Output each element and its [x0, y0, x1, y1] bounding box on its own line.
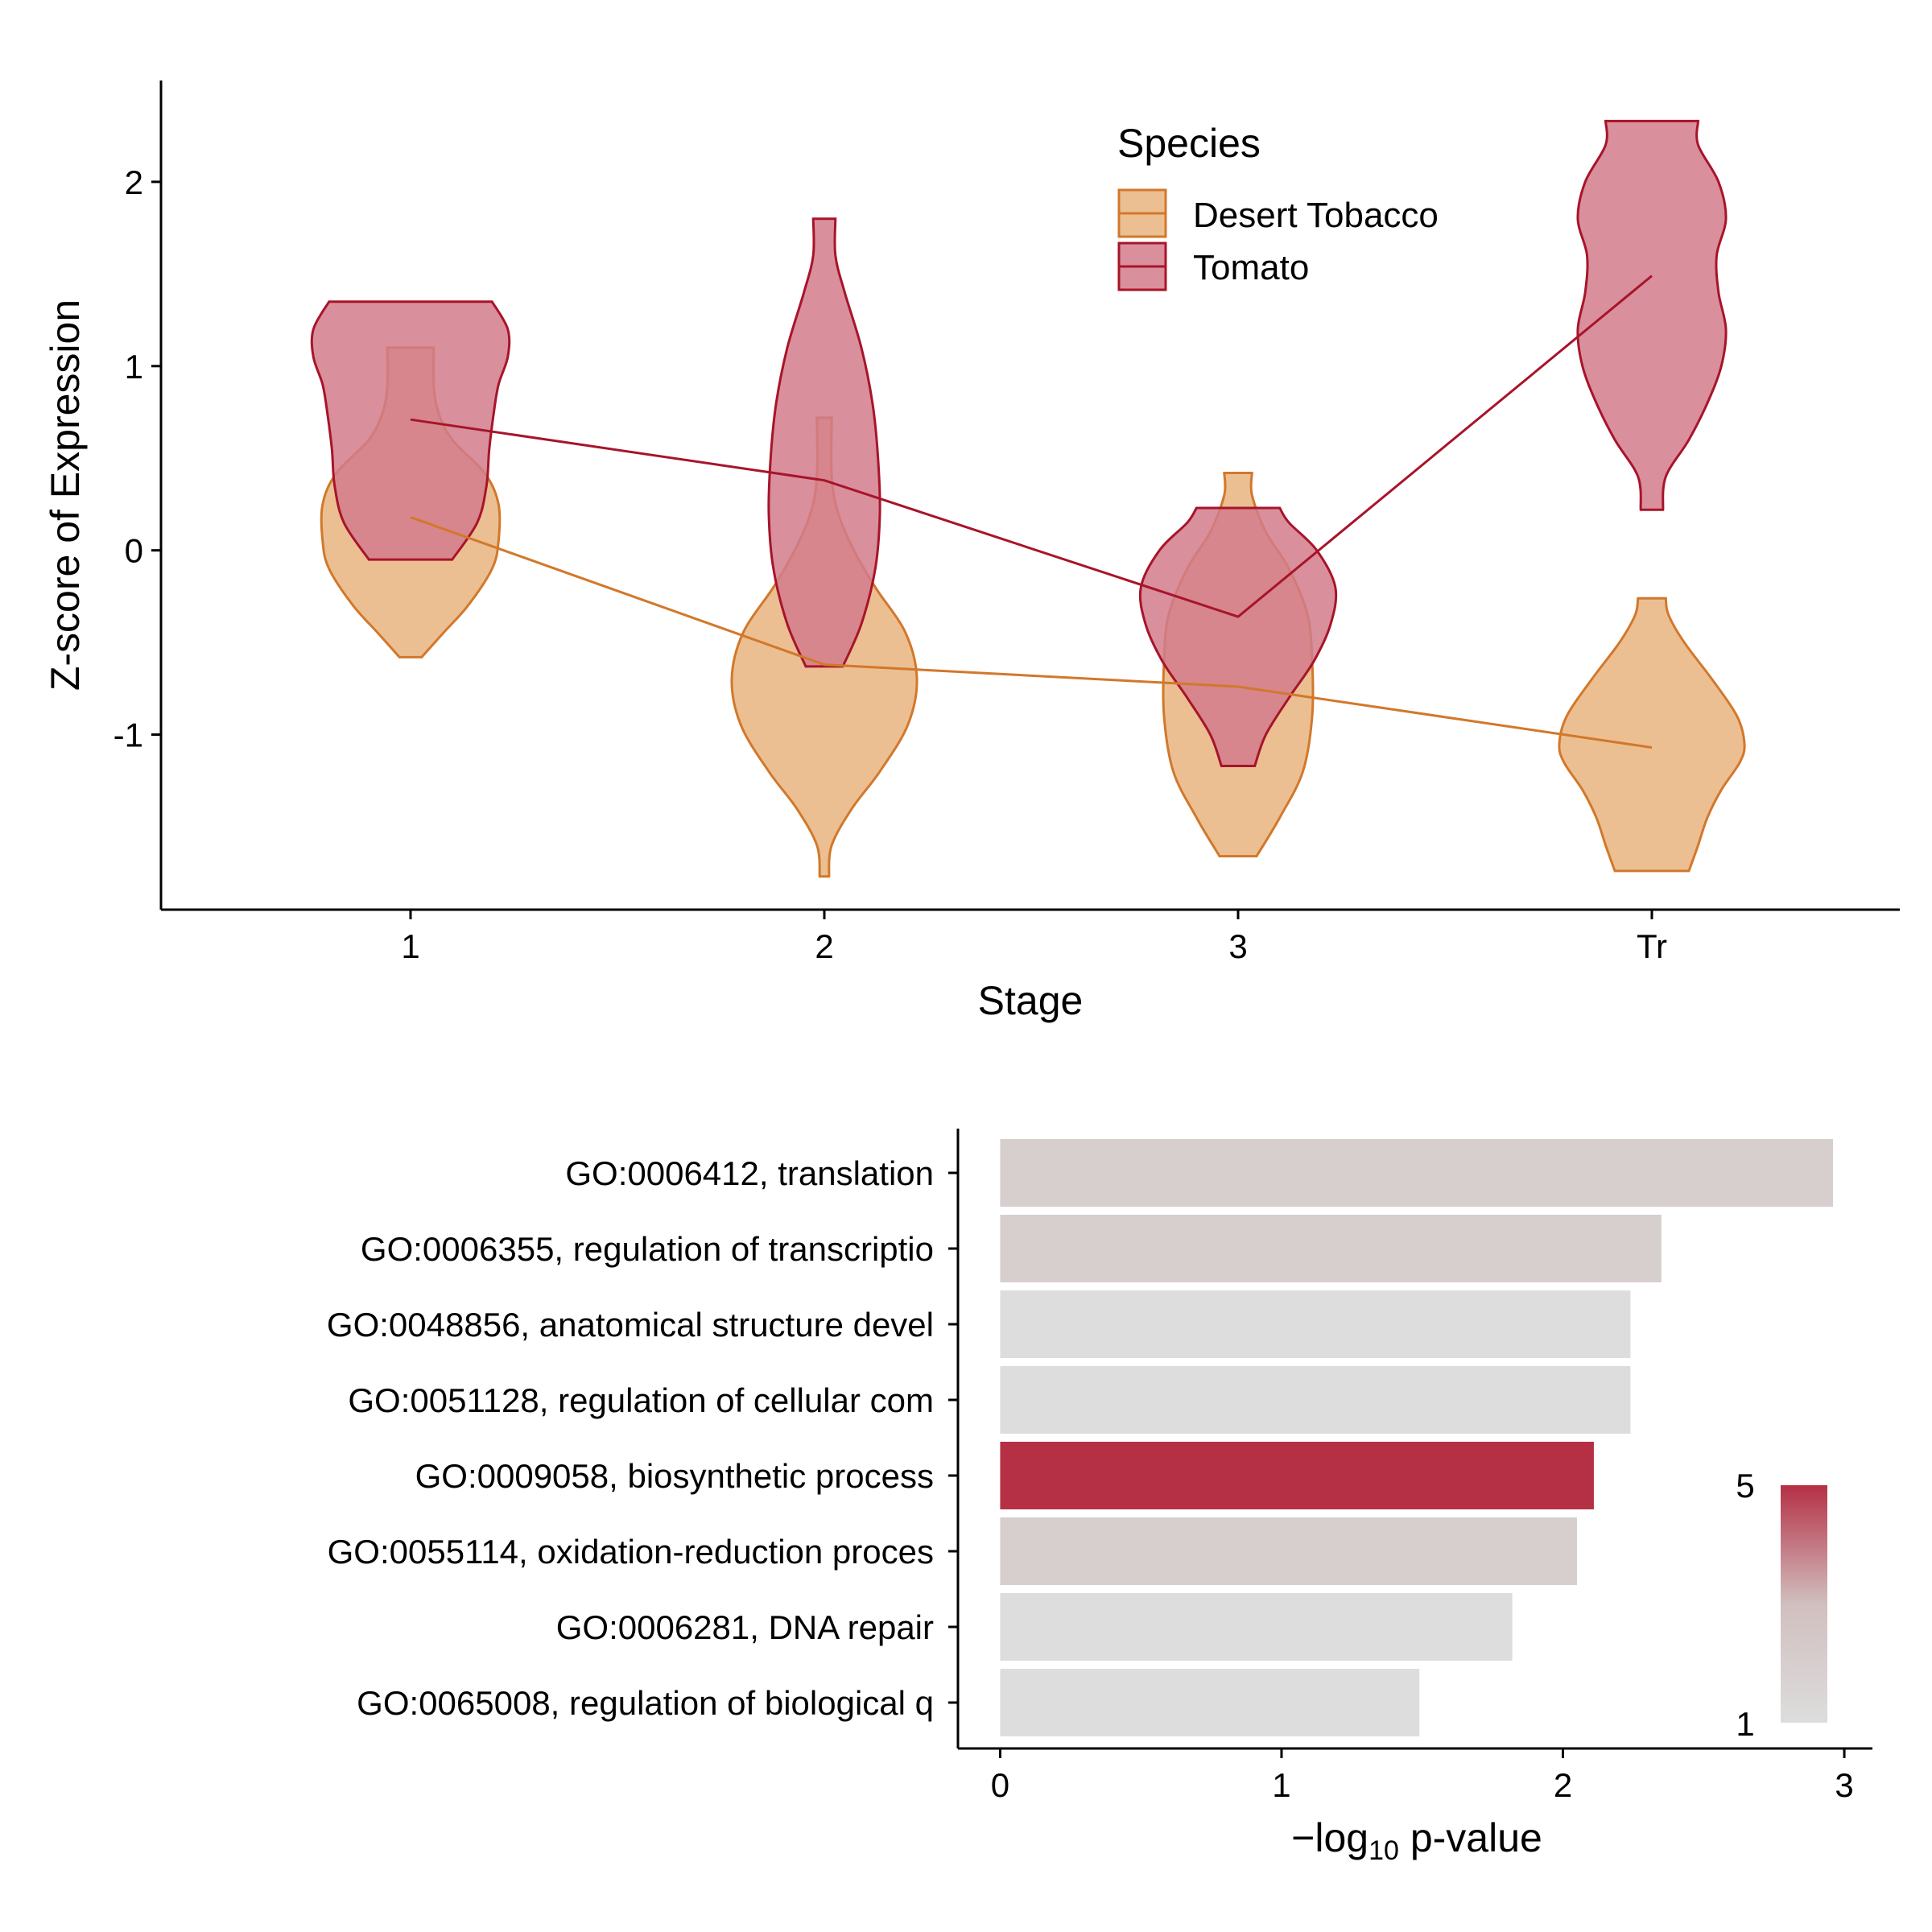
- bar-go-0006281: [1000, 1593, 1513, 1661]
- bar-category-label: GO:0065008, regulation of biological q: [357, 1684, 934, 1722]
- violin-tomato-stage-1: [310, 300, 511, 561]
- bar-x-ticks: 0 1 2 3: [991, 1748, 1854, 1804]
- legend-label-tomato: Tomato: [1193, 248, 1309, 287]
- bar-category-label: GO:0009058, biosynthetic process: [415, 1457, 934, 1495]
- violin-tomato-stage-2: [767, 217, 881, 668]
- y-ticks: 2 1 0 -1: [114, 163, 161, 754]
- bar-go-0048856: [1000, 1290, 1631, 1358]
- y-tick-label: 0: [125, 532, 143, 570]
- bar-category-label: GO:0006281, DNA repair: [556, 1608, 934, 1646]
- y-tick-label: 2: [125, 163, 143, 201]
- bar-category-label: GO:0055114, oxidation-reduction proces: [328, 1533, 934, 1571]
- bar-go-0055114: [1000, 1517, 1578, 1585]
- violin-tomato-stage-tr: [1576, 119, 1728, 511]
- bar-x-tick-label: 1: [1272, 1766, 1290, 1804]
- x-tick-label: 1: [401, 927, 419, 965]
- bar-go-0051128: [1000, 1366, 1631, 1434]
- y-tick-label: 1: [125, 348, 143, 386]
- bar-go-0006412: [1000, 1139, 1834, 1207]
- y-tick-label: -1: [114, 716, 143, 754]
- legend-item-desert-tobacco: Desert Tobacco: [1117, 188, 1439, 238]
- bar-go-0065008: [1000, 1669, 1420, 1736]
- violins-desert-tobacco: [320, 346, 1746, 878]
- violin-tomato-stage-3: [1138, 506, 1338, 767]
- legend-item-tomato: Tomato: [1117, 242, 1309, 291]
- bar-x-axis-title: −log10 p-value: [1291, 1815, 1542, 1866]
- bar-panel: GO:0006412, translation GO:0006355, regul…: [327, 1129, 1872, 1866]
- x-tick-label: 3: [1228, 927, 1247, 965]
- bar-go-0009058: [1000, 1442, 1594, 1509]
- bar-x-tick-label: 0: [991, 1766, 1009, 1804]
- x-tick-label: Tr: [1637, 927, 1667, 965]
- x-ticks: 1 2 3 Tr: [401, 910, 1667, 965]
- y-axis-title: Z-score of Expression: [43, 299, 88, 691]
- bar-category-label: GO:0006412, translation: [565, 1154, 934, 1192]
- bar-category-label: GO:0006355, regulation of transcriptio: [361, 1230, 934, 1268]
- x-tick-label: 2: [815, 927, 833, 965]
- bar-go-0006355: [1000, 1215, 1662, 1282]
- violin-panel: 210-1 1 2 3 Tr Stage Z-score of Expression …: [43, 80, 1900, 1023]
- bar-category-labels: GO:0006412, translation GO:0006355, regul…: [327, 1154, 958, 1722]
- legend-title: Species: [1117, 121, 1261, 166]
- violins-tomato: [310, 119, 1728, 767]
- legend-label-desert-tobacco: Desert Tobacco: [1193, 196, 1439, 235]
- median-line-desert-tobacco: [410, 516, 1653, 749]
- bar-category-label: GO:0048856, anatomical structure devel: [327, 1306, 934, 1344]
- violin-desert-tobacco-stage-tr: [1558, 597, 1746, 873]
- bar-x-tick-label: 3: [1835, 1766, 1853, 1804]
- median-line-tomato: [410, 275, 1653, 618]
- bars: [1000, 1139, 1834, 1736]
- colorbar: [1781, 1485, 1827, 1723]
- colorbar-label-min: 1: [1736, 1705, 1754, 1743]
- bar-x-tick-label: 2: [1554, 1766, 1572, 1804]
- x-axis-title: Stage: [978, 978, 1084, 1023]
- legend: Species Desert Tobacco Tomato: [1117, 121, 1439, 291]
- colorbar-label-max: 5: [1736, 1467, 1754, 1505]
- bar-category-label: GO:0051128, regulation of cellular com: [348, 1381, 934, 1419]
